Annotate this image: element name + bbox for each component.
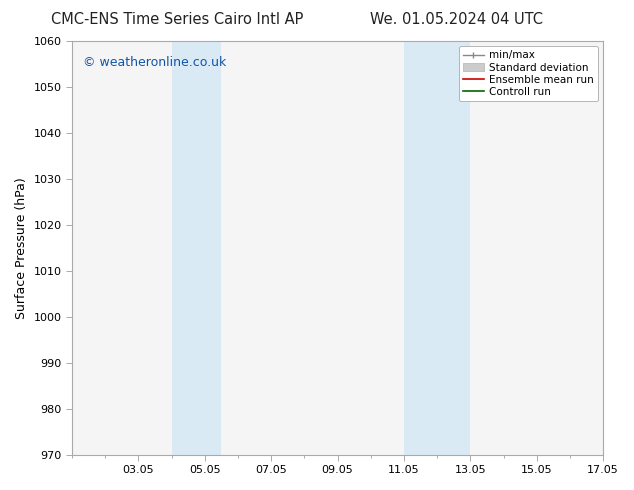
Y-axis label: Surface Pressure (hPa): Surface Pressure (hPa) (15, 177, 28, 318)
Text: We. 01.05.2024 04 UTC: We. 01.05.2024 04 UTC (370, 12, 543, 27)
Text: © weatheronline.co.uk: © weatheronline.co.uk (82, 55, 226, 69)
Text: CMC-ENS Time Series Cairo Intl AP: CMC-ENS Time Series Cairo Intl AP (51, 12, 304, 27)
Bar (404, 41, 470, 455)
Bar (172, 41, 221, 455)
Legend: min/max, Standard deviation, Ensemble mean run, Controll run: min/max, Standard deviation, Ensemble me… (459, 46, 598, 101)
